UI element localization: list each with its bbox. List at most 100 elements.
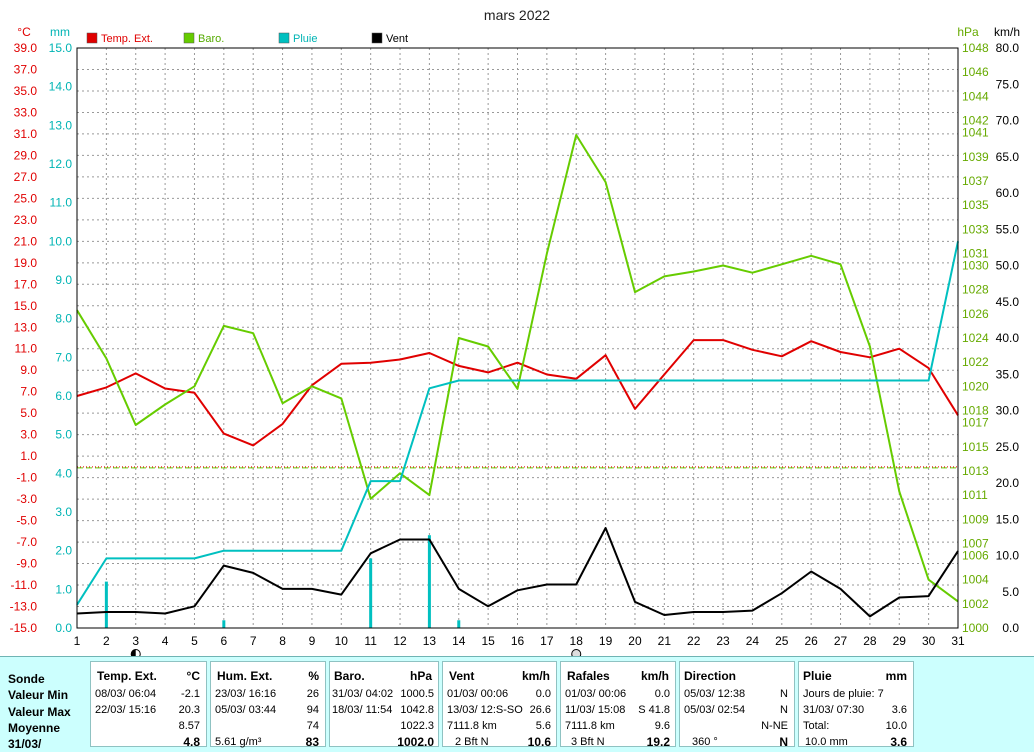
axis-tick-wind: 15.0: [996, 512, 1020, 526]
axis-tick-x: 1: [74, 634, 81, 648]
temp-mean: 8.57: [178, 720, 200, 732]
axis-tick-baro: 1031: [962, 246, 989, 260]
axis-tick-temp: 1.0: [20, 449, 37, 463]
axis-tick-x: 3: [132, 634, 139, 648]
axis-tick-wind: 0.0: [1002, 621, 1019, 635]
rain-title: Pluie: [803, 669, 832, 683]
hum-current: 83: [305, 735, 319, 749]
gusts-max-date: 11/03/ 15:08: [565, 704, 626, 716]
axis-tick-wind: 80.0: [996, 41, 1020, 55]
direction-min: N: [780, 688, 788, 700]
axis-tick-temp: 37.0: [14, 62, 38, 76]
temp-min: -2.1: [181, 688, 200, 700]
axis-tick-baro: 1000: [962, 621, 989, 635]
axis-tick-baro: 1042: [962, 114, 989, 128]
wind-current: 10.6: [527, 735, 551, 749]
stats-panel-gusts: Rafales km/h 01/03/ 00:06 0.0 11/03/ 15:…: [560, 661, 676, 749]
axis-tick-temp: 3.0: [20, 428, 37, 442]
baro-max-date: 18/03/ 11:54: [332, 704, 393, 716]
axis-tick-rain: 0.0: [55, 621, 72, 635]
baro-min-date: 31/03/ 04:02: [332, 688, 394, 700]
stats-panel-direction: Direction 05/03/ 12:38 N 05/03/ 02:54 N …: [679, 661, 795, 749]
rain-bar: [427, 535, 431, 628]
direction-mean: N-NE: [761, 720, 788, 732]
axis-tick-rain: 15.0: [49, 41, 73, 55]
axis-tick-x: 2: [103, 634, 110, 648]
temp-unit: °C: [186, 669, 200, 683]
hum-unit: %: [308, 669, 319, 683]
axis-tick-baro: 1026: [962, 307, 989, 321]
gusts-max: S 41.8: [638, 704, 670, 716]
axis-tick-baro: 1033: [962, 222, 989, 236]
axis-tick-baro: 1041: [962, 126, 989, 140]
hum-mean: 74: [306, 720, 319, 732]
axis-tick-temp: 5.0: [20, 406, 37, 420]
axis-tick-rain: 9.0: [55, 273, 72, 287]
wind-min-date: 01/03/ 00:06: [447, 688, 509, 700]
axis-tick-x: 16: [511, 634, 525, 648]
axis-tick-rain: 7.0: [55, 350, 72, 364]
axis-tick-temp: 33.0: [14, 105, 38, 119]
axis-tick-baro: 1024: [962, 331, 989, 345]
stats-panel-rain: Pluie mm Jours de pluie: 7 31/03/ 07:30 …: [798, 661, 914, 749]
wind-beaufort: 2 Bft N: [455, 736, 489, 748]
axis-tick-rain: 2.0: [55, 544, 72, 558]
axis-tick-rain: 13.0: [49, 118, 73, 132]
stats-table: Sonde Valeur Min Valeur Max Moyenne 31/0…: [0, 656, 1034, 752]
wind-mean: 5.6: [535, 720, 551, 732]
axis-tick-temp: -5.0: [16, 514, 37, 528]
axis-unit-temp: °C: [17, 25, 31, 39]
axis-tick-temp: 35.0: [14, 84, 38, 98]
rain-bar: [369, 558, 373, 628]
axis-tick-rain: 4.0: [55, 466, 72, 480]
axis-tick-x: 22: [687, 634, 701, 648]
axis-tick-wind: 60.0: [996, 186, 1020, 200]
chart-title: mars 2022: [484, 7, 550, 23]
temp-title: Temp. Ext.: [97, 669, 157, 683]
axis-tick-rain: 5.0: [55, 428, 72, 442]
axis-tick-temp: -15.0: [10, 621, 38, 635]
axis-tick-baro: 1048: [962, 41, 989, 55]
axis-tick-temp: 21.0: [14, 234, 38, 248]
axis-tick-wind: 70.0: [996, 114, 1020, 128]
direction-max: N: [780, 704, 788, 716]
axis-tick-temp: 25.0: [14, 191, 38, 205]
axis-tick-rain: 8.0: [55, 312, 72, 326]
axis-tick-x: 28: [863, 634, 877, 648]
axis-tick-wind: 5.0: [1002, 585, 1019, 599]
axis-tick-x: 23: [716, 634, 730, 648]
axis-tick-baro: 1018: [962, 404, 989, 418]
rain-days: Jours de pluie: 7: [803, 688, 884, 700]
axis-tick-x: 4: [162, 634, 169, 648]
rain-total: 10.0: [885, 720, 907, 732]
rain-total-label: Total:: [803, 720, 830, 732]
rain-current-total: 10.0 mm: [805, 736, 848, 748]
axis-tick-baro: 1006: [962, 549, 989, 563]
rain-unit: mm: [885, 669, 907, 683]
axis-tick-x: 17: [540, 634, 554, 648]
axis-tick-wind: 75.0: [996, 77, 1020, 91]
axis-tick-rain: 10.0: [49, 234, 73, 248]
direction-max-date: 05/03/ 02:54: [684, 704, 746, 716]
weather-chart: mars 2022 °C39.037.035.033.031.029.027.0…: [9, 7, 1021, 656]
axis-tick-temp: 17.0: [14, 277, 38, 291]
direction-current: N: [779, 735, 788, 749]
axis-unit-wind: km/h: [994, 25, 1020, 39]
axis-tick-wind: 55.0: [996, 222, 1020, 236]
axis-tick-x: 19: [599, 634, 613, 648]
wind-unit: km/h: [521, 669, 550, 683]
axis-tick-x: 29: [893, 634, 907, 648]
legend-label: Baro.: [198, 33, 224, 45]
series-line-temp-ext: [76, 339, 959, 447]
temp-min-date: 08/03/ 06:04: [95, 688, 157, 700]
axis-tick-x: 8: [279, 634, 286, 648]
hum-abs: 5.61 g/m³: [215, 736, 262, 748]
axis-tick-baro: 1022: [962, 355, 989, 369]
axis-tick-temp: -9.0: [16, 557, 37, 571]
axis-tick-baro: 1011: [962, 488, 988, 502]
axis-unit-rain: mm: [50, 25, 70, 39]
axis-tick-x: 20: [628, 634, 642, 648]
first-quarter-moon-shade: [131, 649, 136, 656]
axis-tick-rain: 14.0: [49, 80, 73, 94]
baro-unit: hPa: [409, 669, 432, 683]
